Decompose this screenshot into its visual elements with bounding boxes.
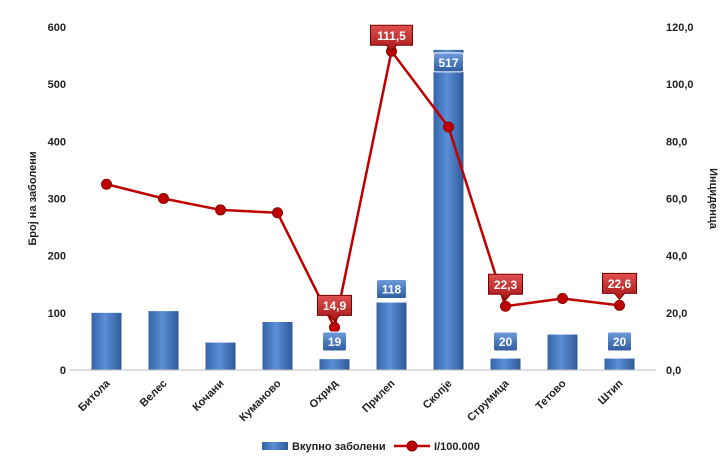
bar-1: [91, 312, 122, 370]
x-tick-label: Битола: [76, 377, 113, 414]
x-tick-label: Куманово: [237, 377, 284, 424]
legend-swatch-marker: [406, 440, 418, 452]
bar-data-label-10: 20: [607, 331, 632, 352]
incidence-point-10: [614, 299, 625, 311]
line-data-label-callout: [370, 24, 413, 53]
bar-6: [376, 302, 407, 370]
bar-10: [604, 358, 635, 370]
bar-data-label-5: 19: [322, 331, 347, 352]
line-data-label-8: 22,3: [488, 273, 523, 302]
x-tick-label: Кочани: [191, 378, 227, 414]
y-tick-label: 200: [48, 251, 66, 263]
bar-data-label-6: 118: [376, 279, 407, 300]
incidence-line: [106, 50, 620, 329]
legend-label-bars: Вкупно заболени: [292, 441, 386, 453]
bar-8: [490, 358, 521, 370]
incidence-point-4: [272, 207, 283, 219]
bar-data-label-text: 19: [328, 335, 342, 349]
y2-tick-label: 20,0: [666, 308, 687, 320]
x-tick-label: Штип: [596, 378, 626, 408]
x-tick-label: Скопје: [421, 378, 455, 412]
line-data-label-text: 111,5: [377, 29, 406, 43]
bar-9: [547, 334, 578, 370]
bar-data-label-box: [376, 279, 407, 300]
bar-data-label-box: [433, 52, 464, 73]
bar-5: [319, 359, 350, 370]
bar-data-label-text: 20: [613, 335, 627, 349]
legend-item-bars: Вкупно заболени: [262, 441, 386, 453]
y-tick-label: 300: [48, 194, 66, 206]
y2-tick-label: 100,0: [666, 79, 694, 91]
y-tick-label: 500: [48, 79, 66, 91]
x-tick-label: Струмица: [465, 377, 512, 424]
x-tick-label: Охрид: [307, 378, 340, 411]
bar-7: [433, 49, 464, 370]
bar-4: [262, 321, 293, 370]
bar-data-label-text: 20: [499, 335, 513, 349]
x-tick-label: Прилеп: [360, 378, 397, 415]
incidence-point-2: [158, 193, 169, 204]
bar-data-label-box: [607, 331, 632, 352]
x-tick-label: Велес: [138, 378, 170, 410]
bar-3: [205, 342, 236, 370]
y-tick-label: 100: [48, 308, 66, 320]
y2-tick-label: 80,0: [666, 136, 687, 148]
line-data-label-6: 111,5: [370, 24, 413, 53]
y2-tick-label: 40,0: [666, 251, 687, 263]
line-data-label-text: 22,3: [494, 278, 518, 292]
legend-label-line: I/100.000: [434, 441, 480, 453]
incidence-point-1: [101, 178, 112, 190]
x-tick-label: Тетово: [534, 377, 569, 412]
bar-2: [148, 311, 179, 370]
y2-axis-title: Инциденца: [707, 168, 719, 230]
legend-swatch-bars: [262, 442, 288, 450]
y-tick-label: 400: [48, 136, 66, 148]
bar-data-label-box: [322, 331, 347, 352]
bar-data-label-box: [493, 331, 518, 352]
incidence-point-9: [557, 293, 568, 305]
y-tick-label: 600: [48, 22, 66, 34]
y2-tick-label: 60,0: [666, 194, 687, 206]
line-data-label-text: 14,9: [323, 299, 347, 313]
line-data-label-callout: [317, 294, 352, 323]
incidence-point-3: [215, 204, 226, 216]
y2-tick-label: 0,0: [666, 365, 681, 377]
bar-data-label-text: 118: [382, 283, 402, 297]
y2-tick-label: 120,0: [666, 22, 694, 34]
bar-data-label-8: 20: [493, 331, 518, 352]
bar-data-label-text: 517: [438, 56, 458, 70]
y-axis-title: Број на заболени: [27, 151, 39, 245]
line-data-label-callout: [602, 272, 637, 301]
line-data-label-text: 22,6: [608, 277, 632, 291]
incidence-point-5: [329, 321, 340, 333]
incidence-point-7: [443, 121, 454, 133]
line-data-label-10: 22,6: [602, 272, 637, 301]
legend-item-line: I/100.000: [394, 440, 480, 453]
line-data-label-5: 14,9: [317, 294, 352, 323]
y-tick-label: 0: [60, 365, 66, 377]
line-data-label-callout: [488, 273, 523, 302]
incidence-point-8: [500, 300, 511, 312]
bar-data-label-7: 517: [433, 52, 464, 73]
